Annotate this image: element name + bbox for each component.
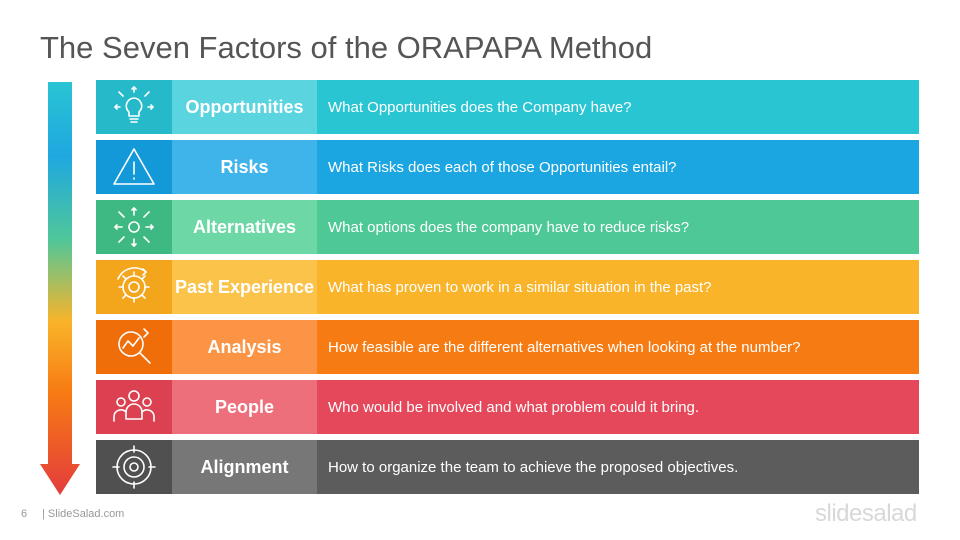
factor-question: How to organize the team to achieve the …: [317, 440, 919, 494]
factor-question: What has proven to work in a similar sit…: [317, 260, 919, 314]
down-arrow: [40, 82, 80, 495]
factor-label: People: [172, 380, 317, 434]
magnifier-chart-icon: [118, 328, 151, 364]
people-icon: [113, 390, 155, 422]
factor-label: Opportunities: [172, 80, 317, 134]
factor-row-past-experience: Past Experience What has proven to work …: [96, 260, 919, 314]
factor-row-opportunities: Opportunities What Opportunities does th…: [96, 80, 919, 134]
factor-row-alternatives: Alternatives What options does the compa…: [96, 200, 919, 254]
factor-question: What options does the company have to re…: [317, 200, 919, 254]
slidesalad-logo: slidesalad: [815, 500, 917, 527]
page-number: 6: [21, 508, 28, 520]
factor-row-alignment: Alignment How to organize the team to ac…: [96, 440, 919, 494]
factor-question: Who would be involved and what problem c…: [317, 380, 919, 434]
factor-row-analysis: Analysis How feasible are the different …: [96, 320, 919, 374]
factor-question: How feasible are the different alternati…: [317, 320, 919, 374]
directions-icon: [114, 207, 154, 247]
lightbulb-icon: [114, 86, 154, 123]
warning-icon: [113, 148, 155, 185]
factor-label: Alternatives: [172, 200, 317, 254]
factor-row-people: People Who would be involved and what pr…: [96, 380, 919, 434]
footer-site: | SlideSalad.com: [42, 508, 125, 520]
factor-row-risks: Risks What Risks does each of those Oppo…: [96, 140, 919, 194]
factor-question: What Opportunities does the Company have…: [317, 80, 919, 134]
gear-icon: [117, 267, 150, 303]
factor-label: Alignment: [172, 440, 317, 494]
target-icon: [112, 445, 156, 489]
factor-question: What Risks does each of those Opportunit…: [317, 140, 919, 194]
factor-label: Analysis: [172, 320, 317, 374]
slide-title: The Seven Factors of the ORAPAPA Method: [40, 30, 653, 65]
factor-label: Risks: [172, 140, 317, 194]
factor-label: Past Experience: [172, 260, 317, 314]
